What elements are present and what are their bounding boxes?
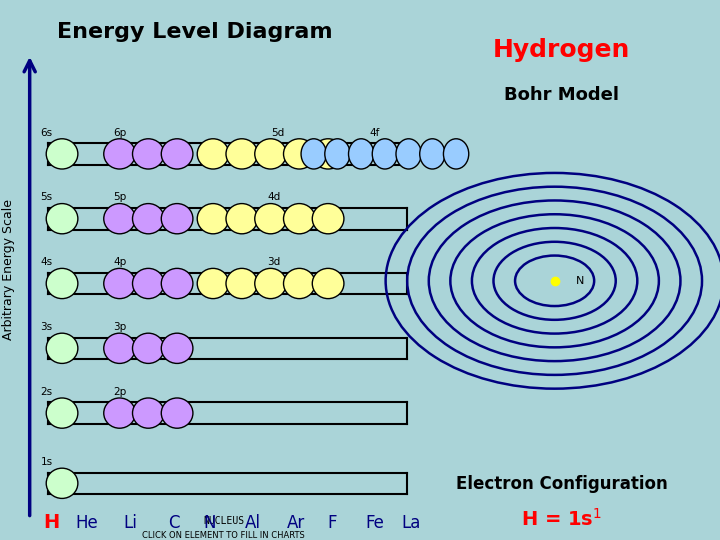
Text: H = 1s$^1$: H = 1s$^1$: [521, 508, 603, 530]
Text: 5d: 5d: [271, 127, 284, 138]
Ellipse shape: [255, 268, 287, 299]
Ellipse shape: [312, 268, 344, 299]
Ellipse shape: [104, 204, 135, 234]
Ellipse shape: [348, 139, 374, 169]
Ellipse shape: [325, 139, 350, 169]
Text: F: F: [327, 514, 336, 532]
Ellipse shape: [46, 204, 78, 234]
Text: He: He: [76, 514, 99, 532]
Ellipse shape: [46, 268, 78, 299]
Ellipse shape: [284, 139, 315, 169]
Text: 2p: 2p: [113, 387, 126, 397]
Ellipse shape: [132, 268, 164, 299]
Ellipse shape: [46, 398, 78, 428]
Text: Li: Li: [123, 514, 138, 532]
Text: 4f: 4f: [369, 127, 380, 138]
Ellipse shape: [284, 268, 315, 299]
Ellipse shape: [301, 139, 326, 169]
Text: 3s: 3s: [40, 322, 53, 332]
Ellipse shape: [420, 139, 445, 169]
Text: 4s: 4s: [40, 257, 53, 267]
Ellipse shape: [312, 139, 344, 169]
Ellipse shape: [396, 139, 421, 169]
Text: 2s: 2s: [40, 387, 53, 397]
Ellipse shape: [372, 139, 397, 169]
Text: 3p: 3p: [113, 322, 126, 332]
Text: NUCLEUS: NUCLEUS: [203, 516, 244, 526]
Text: N: N: [203, 514, 216, 532]
Text: Arbitrary Energy Scale: Arbitrary Energy Scale: [1, 199, 14, 341]
Ellipse shape: [255, 204, 287, 234]
Text: CLICK ON ELEMENT TO FILL IN CHARTS: CLICK ON ELEMENT TO FILL IN CHARTS: [143, 531, 305, 540]
Text: 4d: 4d: [268, 192, 281, 202]
Text: La: La: [401, 514, 420, 532]
Ellipse shape: [104, 398, 135, 428]
Text: 5p: 5p: [113, 192, 126, 202]
Ellipse shape: [161, 139, 193, 169]
Text: Ar: Ar: [287, 514, 305, 532]
Ellipse shape: [104, 268, 135, 299]
Text: Hydrogen: Hydrogen: [493, 38, 631, 62]
Text: Electron Configuration: Electron Configuration: [456, 475, 667, 493]
Text: 6s: 6s: [40, 127, 53, 138]
Text: Bohr Model: Bohr Model: [504, 86, 619, 104]
Ellipse shape: [161, 333, 193, 363]
Ellipse shape: [132, 333, 164, 363]
Text: H: H: [43, 513, 59, 532]
Ellipse shape: [161, 204, 193, 234]
Text: 5s: 5s: [40, 192, 53, 202]
Ellipse shape: [197, 268, 229, 299]
Ellipse shape: [226, 139, 258, 169]
Ellipse shape: [104, 139, 135, 169]
Text: Energy Level Diagram: Energy Level Diagram: [58, 22, 333, 42]
Ellipse shape: [197, 139, 229, 169]
Ellipse shape: [226, 268, 258, 299]
Ellipse shape: [104, 333, 135, 363]
Text: C: C: [168, 514, 179, 532]
Ellipse shape: [284, 204, 315, 234]
Text: 6p: 6p: [113, 127, 126, 138]
Text: 4p: 4p: [113, 257, 126, 267]
Ellipse shape: [161, 268, 193, 299]
Text: 1s: 1s: [40, 457, 53, 467]
Ellipse shape: [197, 204, 229, 234]
Ellipse shape: [132, 139, 164, 169]
Text: Al: Al: [245, 514, 261, 532]
Ellipse shape: [444, 139, 469, 169]
Ellipse shape: [46, 139, 78, 169]
Text: N: N: [576, 276, 585, 286]
Ellipse shape: [226, 204, 258, 234]
Ellipse shape: [312, 204, 344, 234]
Ellipse shape: [46, 468, 78, 498]
Text: Fe: Fe: [366, 514, 384, 532]
Text: 3d: 3d: [268, 257, 281, 267]
Ellipse shape: [46, 333, 78, 363]
Ellipse shape: [161, 398, 193, 428]
Ellipse shape: [132, 204, 164, 234]
Ellipse shape: [255, 139, 287, 169]
Ellipse shape: [132, 398, 164, 428]
